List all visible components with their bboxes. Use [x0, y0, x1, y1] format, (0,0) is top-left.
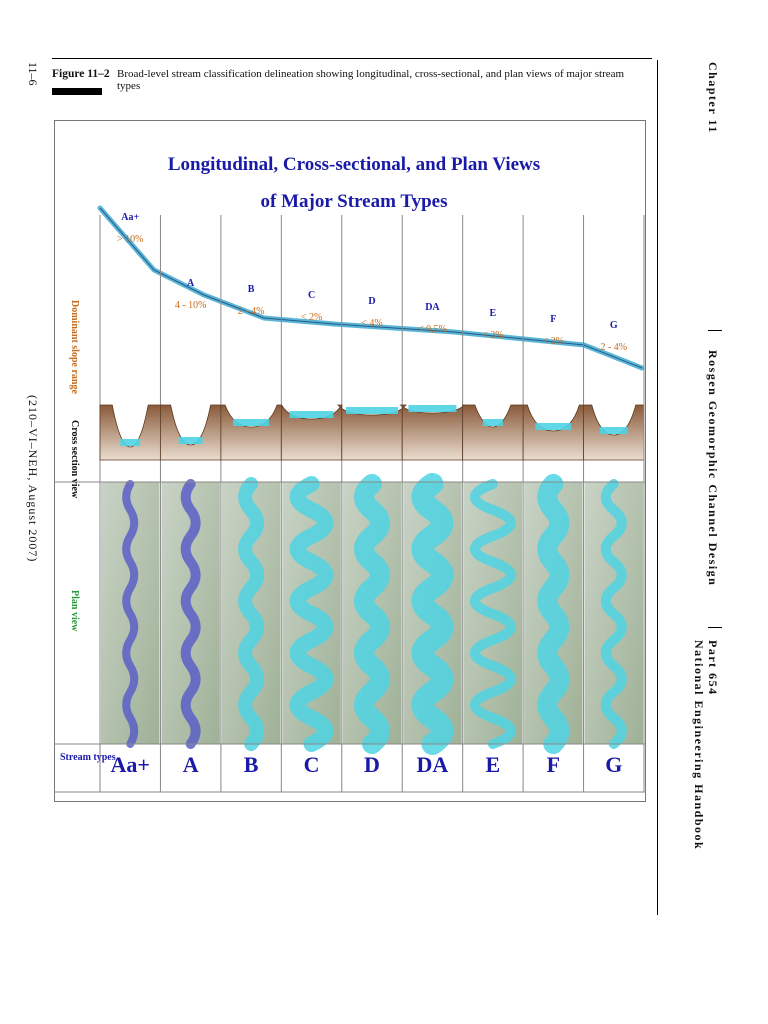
stream-column-e: E < 2% E	[462, 215, 524, 792]
slope-range-label: > 10%	[117, 234, 143, 245]
longitudinal-profile-outline	[99, 207, 643, 369]
right-margin-rule	[657, 60, 658, 915]
cross-section-profile	[462, 404, 524, 461]
stream-column-a: A 4 - 10% A	[159, 215, 222, 792]
plan-view-row-label: Plan view	[69, 590, 80, 632]
cross-section-profile	[99, 404, 161, 461]
plan-view-channel	[411, 473, 454, 755]
stream-column-d: D < 4% D	[337, 215, 407, 792]
slope-range-label: 2 - 4%	[238, 306, 265, 317]
cross-section-water	[482, 419, 503, 426]
cross-section-water	[120, 439, 141, 446]
stream-column-b: B 2 - 4% B	[220, 215, 282, 792]
top-rule	[52, 58, 652, 59]
row-labels: Dominant slope range Cross section view …	[60, 300, 116, 763]
figure-title-line1: Longitudinal, Cross-sectional, and Plan …	[168, 154, 540, 175]
slope-range-label: < 4%	[361, 318, 382, 329]
cross-section-profile	[399, 404, 466, 461]
plan-view-channel	[537, 474, 570, 754]
cross-section-water	[289, 411, 334, 418]
stream-type-label: A	[183, 752, 199, 777]
stream-type-label: E	[486, 752, 501, 777]
slope-range-label: < 2%	[301, 312, 322, 323]
stream-columns: Aa+> 10%Aa+A4 - 10%AB2 - 4%BC< 2%CD< 4%D…	[54, 205, 646, 793]
slope-range-label: < 2%	[543, 336, 564, 347]
slope-range-label: < 0.5%	[418, 324, 447, 335]
profile-type-name: B	[248, 284, 255, 295]
page-number: 11–6	[26, 62, 40, 86]
cross-section-water	[178, 437, 203, 444]
cross-section-water	[346, 407, 398, 414]
plan-view-channel	[469, 479, 516, 749]
running-head-chapter: Chapter 11	[706, 62, 720, 134]
profile-type-name: G	[610, 320, 618, 331]
running-head-separator	[708, 330, 722, 331]
figure-label: Figure 11–2	[52, 68, 110, 80]
stream-type-label: B	[244, 752, 259, 777]
cross-section-water	[535, 423, 572, 430]
stream-column-da: DA < 0.5% DA	[399, 215, 466, 792]
profile-type-name: DA	[425, 302, 440, 313]
stream-column-c: C < 2% C	[280, 215, 343, 792]
stream-types-row-label: Stream types	[60, 752, 116, 763]
cross-section-profile	[220, 404, 282, 461]
stream-column-g: G 2 - 4% G	[583, 215, 645, 792]
running-head-part: Part 654	[706, 640, 720, 696]
stream-type-label: DA	[417, 752, 449, 777]
plan-view-channel	[354, 474, 390, 754]
stream-column-aa-plus: Aa+ > 10% Aa+	[99, 212, 161, 792]
figure-svg: Longitudinal, Cross-sectional, and Plan …	[54, 120, 646, 802]
figure-title-line2: of Major Stream Types	[261, 191, 448, 212]
plan-view-channel	[122, 480, 139, 748]
cross-section-profile	[160, 404, 222, 461]
cross-section-water	[408, 405, 457, 412]
figure-caption: Broad-level stream classification deline…	[117, 68, 625, 92]
plan-view-channel	[180, 479, 201, 749]
running-head-title: Rosgen Geomorphic Channel Design	[706, 350, 720, 587]
figure-bar	[52, 88, 102, 95]
running-head-handbook: National Engineering Handbook	[692, 640, 706, 851]
profile-type-name: C	[308, 290, 315, 301]
plan-view-channel	[238, 477, 265, 751]
stream-type-label: Aa+	[111, 752, 150, 777]
plan-view-channel	[289, 476, 334, 752]
plan-view-channel	[600, 479, 627, 749]
cross-section-profile	[522, 404, 584, 461]
running-head-separator	[708, 627, 722, 628]
stream-type-label: G	[605, 752, 622, 777]
slope-row-label: Dominant slope range	[69, 300, 80, 394]
stream-type-label: F	[547, 752, 560, 777]
cross-section-profile	[337, 404, 407, 461]
profile-type-name: D	[368, 296, 375, 307]
cross-section-water	[599, 427, 628, 434]
slope-range-label: 4 - 10%	[175, 300, 207, 311]
stream-column-f: F < 2% F	[522, 215, 584, 792]
cross-section-row-label: Cross section view	[69, 420, 80, 499]
stream-type-label: C	[304, 752, 320, 777]
publication-code: (210–VI–NEH, August 2007)	[26, 395, 40, 563]
profile-type-name: F	[550, 314, 556, 325]
stream-classification-figure: Longitudinal, Cross-sectional, and Plan …	[54, 120, 646, 802]
cross-section-profile	[583, 404, 645, 461]
slope-range-label: < 2%	[482, 330, 503, 341]
profile-type-name: E	[490, 308, 497, 319]
slope-range-label: 2 - 4%	[600, 342, 627, 353]
profile-type-name: A	[187, 278, 195, 289]
cross-section-water	[233, 419, 270, 426]
stream-type-label: D	[364, 752, 380, 777]
profile-type-name: Aa+	[121, 212, 139, 223]
